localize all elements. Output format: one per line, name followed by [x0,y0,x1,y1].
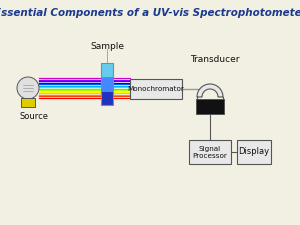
Text: Essential Components of a UV-vis Spectrophotometer: Essential Components of a UV-vis Spectro… [0,8,300,18]
Text: Monochromator: Monochromator [128,86,184,92]
FancyBboxPatch shape [130,79,182,99]
Circle shape [17,77,39,99]
Text: Transducer: Transducer [190,55,240,64]
FancyBboxPatch shape [189,140,231,164]
FancyBboxPatch shape [101,91,113,105]
FancyBboxPatch shape [237,140,271,164]
Text: Sample: Sample [90,42,124,51]
FancyBboxPatch shape [21,98,35,107]
FancyBboxPatch shape [196,99,224,114]
Text: Display: Display [238,148,270,157]
FancyBboxPatch shape [101,77,113,91]
FancyBboxPatch shape [101,63,113,77]
Text: Source: Source [19,112,48,121]
Polygon shape [197,84,223,97]
Text: Signal
Processor: Signal Processor [193,146,227,158]
